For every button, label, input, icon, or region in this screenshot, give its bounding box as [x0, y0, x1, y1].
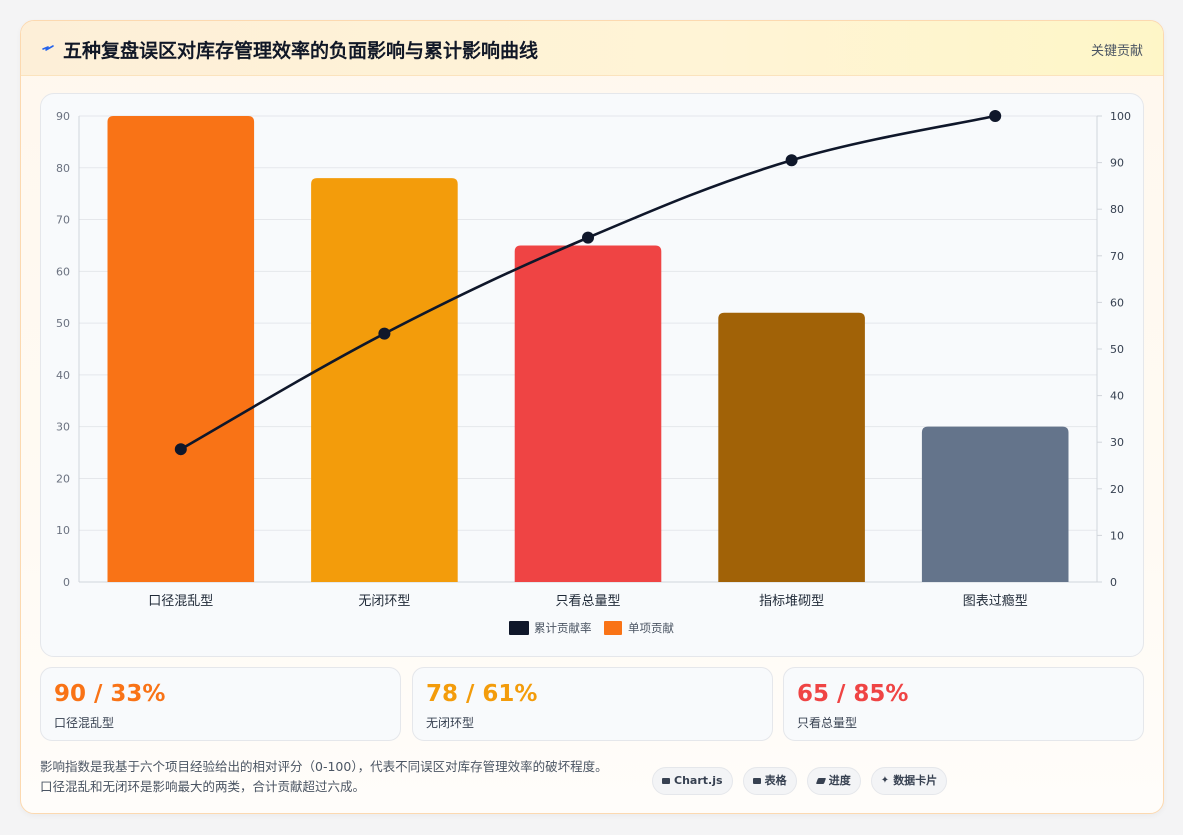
- footnote-line-2: 口径混乱和无闭环是影响最大的两类，合计贡献超过六成。: [40, 779, 366, 794]
- header-tag: 关键贡献: [1090, 44, 1143, 59]
- y-left-tick-label: 90: [56, 110, 70, 123]
- y-right-tick-label: 0: [1110, 576, 1117, 589]
- table-icon: [752, 778, 761, 784]
- chip-label: Chart.js: [674, 774, 723, 787]
- bar-1: [107, 116, 255, 582]
- chart-icon: [662, 778, 670, 784]
- bar-2: [311, 178, 458, 582]
- cumulative-point-4: [785, 154, 798, 167]
- cumulative-point-3: [582, 231, 594, 244]
- y-left-tick-label: 20: [56, 472, 70, 485]
- x-tick-label: 图表过瘾型: [963, 593, 1028, 609]
- stat-card-2: 78 / 61% 无闭环型: [412, 667, 773, 741]
- y-right-tick-label: 30: [1110, 436, 1124, 449]
- sparkle-icon: ✦: [880, 775, 890, 786]
- y-left-tick-label: 40: [56, 369, 70, 382]
- stat-card-3: 65 / 85% 只看总量型: [783, 667, 1144, 741]
- y-left-tick-label: 60: [56, 265, 70, 278]
- page-title: 五种复盘误区对库存管理效率的负面影响与累计影响曲线: [63, 40, 539, 62]
- y-left-tick-label: 50: [56, 317, 70, 330]
- chip-data-card[interactable]: ✦ 数据卡片: [870, 767, 948, 795]
- legend-label-cumulative: 累计贡献率: [534, 621, 592, 635]
- stat-value: 65 / 85%: [797, 681, 909, 707]
- bar-5: [921, 426, 1069, 582]
- tech-chips: Chart.js 表格 进度 ✦ 数据卡片: [652, 767, 952, 795]
- y-left-tick-label: 70: [56, 214, 70, 227]
- cumulative-point-2: [378, 327, 391, 340]
- legend-swatch-single: [604, 621, 622, 635]
- footnote: 影响指数是我基于六个项目经验给出的相对评分（0-100），代表不同误区对库存管理…: [40, 757, 660, 797]
- stat-label: 无闭环型: [426, 716, 475, 730]
- chip-label: 进度: [828, 774, 851, 787]
- stat-value: 90 / 33%: [54, 681, 166, 707]
- cumulative-point-1: [174, 443, 187, 456]
- chip-progress[interactable]: 进度: [806, 767, 861, 795]
- y-left-tick-label: 30: [56, 421, 70, 434]
- y-left-tick-label: 0: [63, 576, 70, 589]
- y-right-tick-label: 10: [1110, 529, 1124, 542]
- chip-label: 表格: [764, 774, 787, 787]
- pareto-chart: 0 10 20 30 40 50 60 70 80 90 0 10 20 30 40 50 60 70 80 90 10…: [56, 110, 1131, 635]
- x-tick-label: 口径混乱型: [148, 594, 213, 609]
- chart-panel: 0 10 20 30 40 50 60 70 80 90 0 10 20 30 40 50 60 70 80 90 10…: [40, 93, 1144, 657]
- y-left-tick-label: 10: [56, 524, 70, 537]
- y-right-tick-label: 70: [1110, 250, 1124, 263]
- legend-swatch-cumulative: [509, 621, 529, 635]
- y-right-tick-label: 100: [1110, 110, 1131, 123]
- stat-label: 口径混乱型: [54, 716, 115, 730]
- y-left-tick-label: 80: [56, 162, 70, 175]
- chip-chartjs[interactable]: Chart.js: [652, 767, 733, 795]
- chip-table[interactable]: 表格: [742, 767, 797, 795]
- chart-card: 五种复盘误区对库存管理效率的负面影响与累计影响曲线 关键贡献 0 10 20 30 40…: [20, 20, 1164, 814]
- chip-label: 数据卡片: [893, 774, 938, 787]
- stat-label: 只看总量型: [797, 716, 858, 730]
- y-right-tick-label: 40: [1110, 390, 1124, 403]
- card-header: 五种复盘误区对库存管理效率的负面影响与累计影响曲线 关键贡献: [21, 21, 1163, 76]
- x-tick-label: 指标堆砌型: [759, 594, 824, 609]
- stat-card-1: 90 / 33% 口径混乱型: [40, 667, 401, 741]
- cumulative-point-5: [989, 110, 1002, 122]
- stat-value: 78 / 61%: [426, 681, 538, 707]
- progress-icon: [815, 778, 826, 784]
- y-right-tick-label: 80: [1110, 203, 1124, 216]
- footnote-line-1: 影响指数是我基于六个项目经验给出的相对评分（0-100），代表不同误区对库存管理…: [40, 759, 608, 774]
- legend-label-single: 单项贡献: [628, 621, 674, 635]
- y-right-tick-label: 50: [1110, 343, 1124, 356]
- lightning-icon: [42, 45, 54, 51]
- y-right-tick-label: 90: [1110, 157, 1124, 170]
- y-right-tick-label: 60: [1110, 296, 1124, 309]
- x-tick-label: 只看总量型: [555, 593, 620, 609]
- x-tick-label: 无闭环型: [358, 594, 410, 609]
- y-right-tick-label: 20: [1110, 483, 1124, 496]
- bar-4: [718, 312, 865, 582]
- bar-3: [514, 245, 662, 582]
